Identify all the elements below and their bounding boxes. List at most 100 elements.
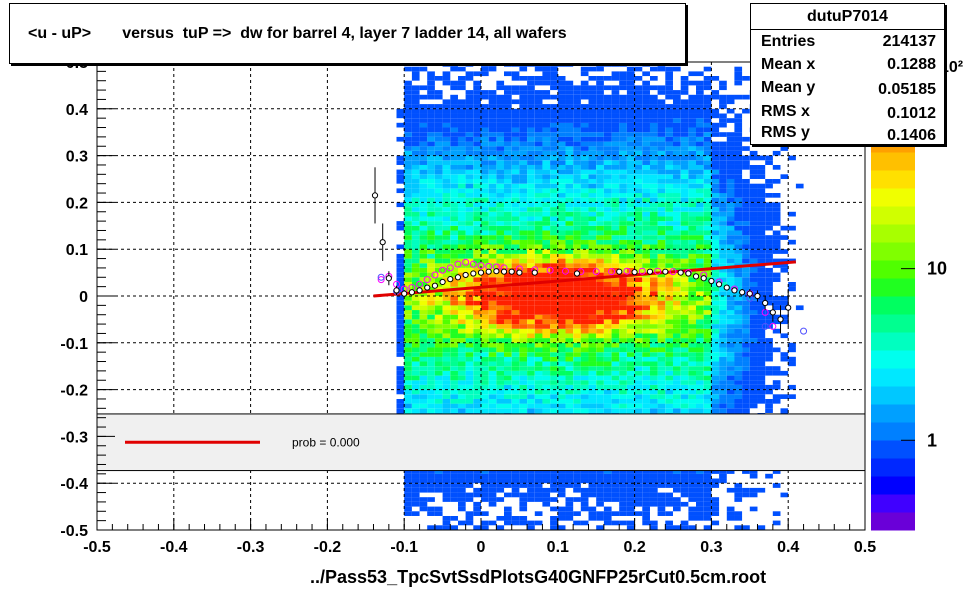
heatmap-cell <box>688 71 697 77</box>
heatmap-cell <box>427 136 435 142</box>
heatmap-cell <box>719 333 727 339</box>
heatmap-cell <box>588 150 597 156</box>
x-tick-label: 0.1 <box>547 539 569 556</box>
heatmap-cell <box>442 487 451 493</box>
heatmap-cell <box>573 155 581 161</box>
heatmap-cell <box>719 263 727 268</box>
heatmap-cell <box>696 202 704 208</box>
heatmap-cell <box>465 225 474 231</box>
heatmap-cell <box>496 127 505 133</box>
heatmap-cell <box>611 216 620 222</box>
heatmap-cell <box>726 380 735 385</box>
heatmap-cell <box>757 221 766 226</box>
heatmap-cell <box>458 483 466 488</box>
heatmap-cell <box>719 179 727 184</box>
heatmap-cell <box>757 249 766 254</box>
heatmap-cell <box>419 258 428 264</box>
heatmap-cell <box>519 122 528 128</box>
heatmap-cell <box>496 99 505 105</box>
heatmap-cell <box>519 108 528 114</box>
heatmap-cell <box>488 202 497 208</box>
heatmap-cell <box>680 473 689 479</box>
heatmap-cell <box>642 150 650 156</box>
color-scale-swatch <box>871 476 915 495</box>
heatmap-cell <box>619 333 627 339</box>
heatmap-cell <box>734 296 743 301</box>
heatmap-cell <box>404 113 412 119</box>
heatmap-cell <box>488 122 497 128</box>
heatmap-cell <box>772 296 781 301</box>
heatmap-cell <box>665 169 673 175</box>
heatmap-cell <box>542 197 551 203</box>
heatmap-cell <box>634 188 643 194</box>
heatmap-cell <box>634 282 643 287</box>
heatmap-cell <box>734 525 743 530</box>
heatmap-cell <box>450 239 458 245</box>
heatmap-cell <box>504 267 512 273</box>
heatmap-cell <box>427 221 435 226</box>
heatmap-cell <box>481 525 489 530</box>
heatmap-cell <box>550 375 558 381</box>
heatmap-cell <box>542 207 551 212</box>
heatmap-cell <box>519 188 528 194</box>
heatmap-cell <box>665 253 673 259</box>
heatmap-cell <box>557 473 566 479</box>
heatmap-cell <box>588 94 597 100</box>
heatmap-cell <box>434 108 443 114</box>
heatmap-cell <box>696 225 704 231</box>
heatmap-cell <box>481 328 489 334</box>
heatmap-cell <box>696 352 704 357</box>
heatmap-cell <box>481 478 489 484</box>
heatmap-cell <box>519 104 528 109</box>
heatmap-cell <box>596 108 604 114</box>
heatmap-cell <box>427 469 435 474</box>
heatmap-cell <box>626 338 635 343</box>
heatmap-cell <box>565 399 574 404</box>
heatmap-cell <box>765 408 773 413</box>
heatmap-cell <box>749 188 758 194</box>
heatmap-cell <box>703 296 712 301</box>
heatmap-cell <box>481 375 489 381</box>
heatmap-cell <box>504 174 512 179</box>
heatmap-cell <box>550 85 558 91</box>
heatmap-cell <box>473 352 481 357</box>
heatmap-cell <box>573 296 581 301</box>
heatmap-cell <box>411 183 420 189</box>
heatmap-cell <box>665 146 673 151</box>
heatmap-cell <box>634 76 643 81</box>
heatmap-cell <box>596 342 604 348</box>
heatmap-cell <box>434 267 443 273</box>
heatmap-cell <box>565 216 574 222</box>
heatmap-cell <box>542 230 551 236</box>
heatmap-cell <box>404 310 412 315</box>
heatmap-cell <box>749 230 758 236</box>
heatmap-cell <box>596 146 604 151</box>
heatmap-cell <box>688 314 697 320</box>
heatmap-cell <box>419 338 428 343</box>
heatmap-cell <box>404 501 412 507</box>
heatmap-cell <box>596 85 604 91</box>
heatmap-cell <box>404 319 412 325</box>
heatmap-cell <box>726 146 735 151</box>
heatmap-cell <box>573 328 581 334</box>
heatmap-cell <box>688 160 697 165</box>
heatmap-cell <box>534 483 543 488</box>
heatmap-cell <box>565 90 574 95</box>
y-tick-label: 0.4 <box>66 102 88 119</box>
heatmap-cell <box>726 244 735 250</box>
heatmap-cell <box>450 296 458 301</box>
heatmap-cell <box>688 94 697 100</box>
heatmap-cell <box>680 122 689 128</box>
heatmap-cell <box>550 483 558 488</box>
heatmap-cell <box>696 277 704 282</box>
heatmap-cell <box>580 221 589 226</box>
heatmap-cell <box>427 286 435 292</box>
heatmap-cell <box>488 310 497 315</box>
heatmap-cell <box>642 188 650 194</box>
heatmap-cell <box>711 169 720 175</box>
heatmap-cell <box>565 141 574 147</box>
heatmap-cell <box>434 511 443 516</box>
heatmap-cell <box>427 193 435 198</box>
heatmap-cell <box>703 108 712 114</box>
heatmap-cell <box>657 310 666 315</box>
